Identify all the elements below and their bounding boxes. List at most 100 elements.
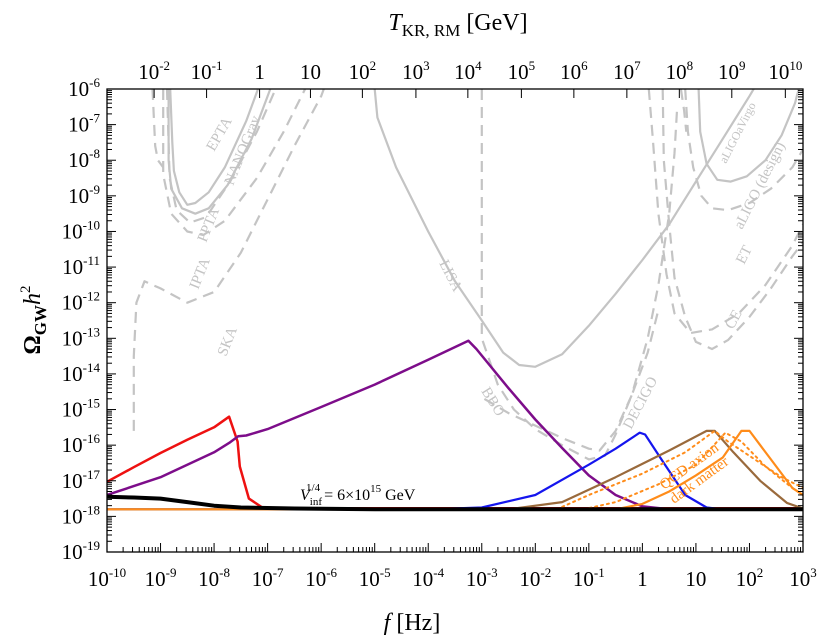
y-tick-label-exp: -19: [83, 538, 100, 553]
top-tick-label-exp: 7: [634, 58, 641, 73]
top-tick-label-exp: 4: [475, 58, 482, 73]
top-tick-label-base: 10: [768, 60, 789, 84]
x-tick-label: 103: [789, 565, 817, 591]
x-tick-label: 10-7: [252, 565, 284, 591]
sensitivity-curve-ce: [661, 89, 803, 351]
series-line-purple: [107, 339, 803, 511]
top-tick-label: 1010: [768, 58, 802, 84]
plot-frame: [106, 88, 804, 553]
x-tick-label: 10-6: [305, 565, 337, 591]
top-tick-label-base: 10: [454, 60, 475, 84]
label-ce: CE: [722, 307, 745, 331]
vinf-symbol: V: [300, 487, 312, 504]
y-tick-label: 10-16: [62, 431, 101, 457]
y-tick-label: 10-18: [62, 502, 100, 528]
x-tick-label: 10-2: [519, 565, 551, 591]
y-tick-label-exp: -11: [83, 253, 100, 268]
x-tick-label: 10-10: [88, 565, 126, 591]
axis-ticks: [106, 88, 804, 553]
top-axis-symbol: T: [388, 10, 403, 36]
y-tick-label-exp: -9: [89, 182, 100, 197]
top-tick-label-base: 10: [138, 60, 159, 84]
series-line-orange: [107, 429, 803, 511]
x-tick-label-base: 10: [145, 567, 166, 591]
x-tick-label: 10: [685, 567, 706, 591]
top-axis-sub: KR, RM: [402, 21, 461, 40]
vinf-exp: 15: [370, 483, 382, 495]
y-tick-label-exp: -10: [83, 217, 100, 232]
y-tick-label-base: 10: [62, 255, 83, 279]
y-tick-label-base: 10: [62, 540, 83, 564]
x-tick-label: 10-5: [359, 565, 391, 591]
y-axis-sub: GW: [31, 305, 50, 335]
x-tick-labels: 10-10 10-9 10-8 10-7 10-6 10-5 10-4 10-3 10-2 10-…: [88, 565, 817, 591]
x-tick-label-exp: -1: [594, 565, 605, 580]
top-tick-label-exp: -2: [159, 58, 170, 73]
x-tick-label: 1: [637, 567, 648, 591]
top-tick-label-base: 10: [300, 60, 321, 84]
x-tick-label-base: 10: [198, 567, 219, 591]
y-tick-label-base: 10: [68, 148, 89, 172]
top-tick-label-base: 10: [191, 60, 212, 84]
y-tick-label: 10-13: [62, 324, 100, 350]
top-tick-label-exp: 5: [529, 58, 536, 73]
y-axis-sup: 2: [18, 286, 34, 294]
sensitivity-curve-aligo-o1: [679, 89, 688, 132]
top-tick-label: 10-2: [138, 58, 170, 84]
vinf-value: = 6×10: [320, 487, 370, 504]
top-tick-label-exp: 8: [687, 58, 694, 73]
x-tick-label-exp: -9: [166, 565, 177, 580]
x-tick-label-exp: -7: [273, 565, 284, 580]
x-tick-label-base: 10: [789, 567, 810, 591]
x-tick-label-base: 10: [519, 567, 540, 591]
x-tick-label-base: 10: [685, 567, 706, 591]
top-tick-label-base: 10: [402, 60, 423, 84]
x-tick-label: 10-4: [412, 565, 444, 591]
x-tick-label-exp: -10: [109, 565, 126, 580]
top-tick-label-base: 10: [613, 60, 634, 84]
y-tick-label-exp: -7: [89, 111, 100, 126]
top-tick-label-base: 10: [560, 60, 581, 84]
top-tick-label: 108: [666, 58, 694, 84]
x-tick-label: 102: [736, 565, 764, 591]
top-tick-label-exp: 6: [581, 58, 588, 73]
sensitivity-curve-aligoavirgo: [697, 89, 800, 183]
y-tick-labels: 10-1910-1810-1710-1610-1510-1410-1310-12…: [62, 75, 101, 564]
gw-spectra: [107, 339, 803, 512]
y-axis-title: ΩGWh2: [18, 286, 50, 355]
y-tick-label-exp: -13: [83, 324, 100, 339]
sensitivity-curve-ppta: [165, 89, 277, 224]
top-tick-label-exp: 3: [423, 58, 430, 73]
vinf-sup: 1/4: [306, 482, 321, 494]
y-axis-var: h: [20, 293, 46, 305]
x-tick-label: 10-1: [573, 565, 605, 591]
sensitivity-curve-decigo: [483, 106, 679, 452]
series-line-brown: [107, 429, 803, 511]
sensitivity-curve-ska: [132, 89, 325, 431]
top-tick-label: 109: [718, 58, 746, 84]
top-tick-label: 105: [508, 58, 536, 84]
top-tick-label-exp: 2: [370, 58, 377, 73]
top-tick-label-base: 10: [349, 60, 370, 84]
y-tick-label-exp: -15: [83, 396, 100, 411]
top-tick-label-exp: -1: [212, 58, 223, 73]
top-tick-label: 107: [613, 58, 641, 84]
x-axis-title: f [Hz]: [384, 610, 441, 636]
top-tick-label-exp: 9: [739, 58, 746, 73]
vinf-unit: GeV: [381, 487, 416, 504]
top-tick-label: 1: [254, 60, 265, 84]
x-tick-label-base: 10: [573, 567, 594, 591]
top-tick-label-base: 10: [666, 60, 687, 84]
y-tick-label: 10-17: [62, 467, 101, 493]
y-tick-label: 10-7: [68, 111, 100, 137]
y-tick-label: 10-11: [62, 253, 100, 279]
top-tick-label: 102: [349, 58, 377, 84]
y-tick-label: 10-8: [68, 146, 100, 172]
y-tick-label-base: 10: [68, 77, 89, 101]
y-tick-label-base: 10: [62, 219, 83, 243]
x-tick-label-base: 10: [736, 567, 757, 591]
x-tick-label-exp: 2: [757, 565, 764, 580]
sensitivity-curve-left-dashed: [151, 89, 165, 169]
y-tick-label-base: 10: [68, 184, 89, 208]
